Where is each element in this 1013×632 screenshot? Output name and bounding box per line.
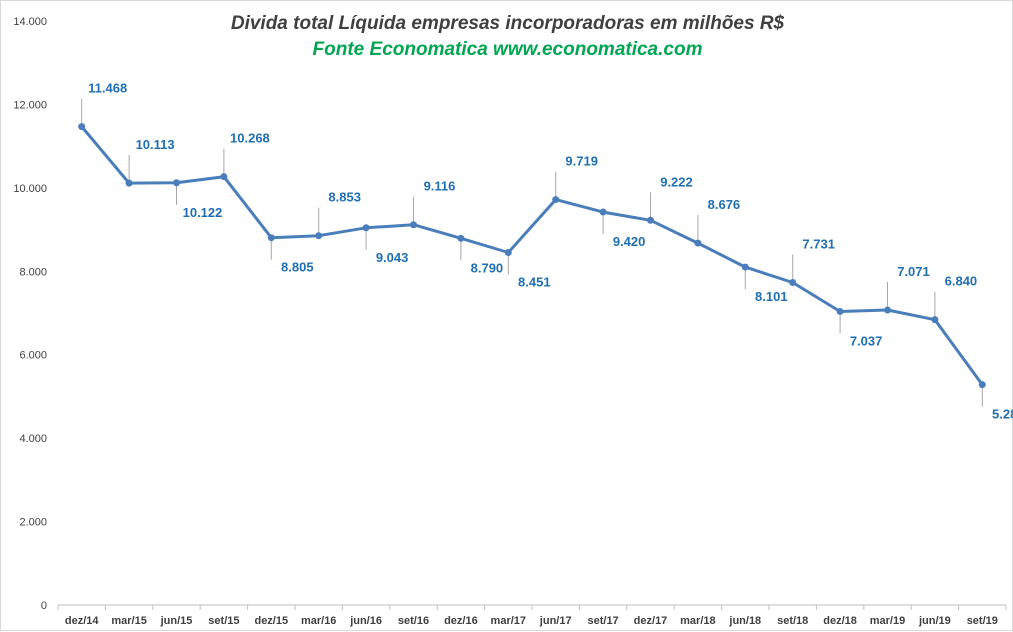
data-point-marker — [741, 263, 749, 271]
data-label: 7.071 — [897, 264, 930, 279]
x-tick-label: jun/18 — [728, 615, 761, 627]
data-point-marker — [836, 307, 844, 315]
x-tick-label: dez/17 — [634, 615, 668, 627]
data-point-marker — [552, 196, 560, 204]
x-tick-label: jun/19 — [918, 615, 951, 627]
series-line — [80, 125, 984, 387]
x-tick-label: set/16 — [398, 615, 429, 627]
data-point-marker — [267, 234, 275, 242]
y-tick-label: 10.000 — [13, 183, 47, 195]
data-label: 9.222 — [660, 174, 693, 189]
data-label: 8.790 — [471, 260, 504, 275]
data-label: 9.043 — [376, 250, 409, 265]
data-point-marker — [647, 216, 654, 224]
y-tick-label: 14.000 — [13, 16, 47, 28]
data-label: 6.840 — [945, 274, 978, 289]
data-label: 10.122 — [183, 205, 223, 220]
chart-subtitle: Fonte Economatica www.economatica.com — [312, 39, 703, 60]
data-label: 8.853 — [328, 190, 361, 205]
y-tick-label: 2.000 — [19, 517, 47, 529]
x-tick-label: dez/14 — [65, 615, 100, 627]
data-point-marker — [599, 208, 607, 216]
x-tick-label: mar/16 — [301, 615, 336, 627]
data-point-marker — [173, 179, 180, 187]
data-point-marker — [362, 224, 370, 232]
x-tick-label: jun/15 — [160, 615, 193, 627]
data-label: 10.113 — [136, 137, 175, 152]
data-label: 9.116 — [424, 179, 456, 194]
data-label: 11.468 — [88, 81, 127, 96]
x-tick-label: mar/18 — [680, 615, 715, 627]
data-point-marker — [410, 221, 417, 229]
data-label: 9.420 — [613, 234, 646, 249]
data-point-marker — [931, 316, 939, 324]
data-label: 7.037 — [850, 333, 883, 348]
data-point-marker — [978, 381, 986, 389]
data-label: 7.731 — [802, 237, 835, 252]
x-tick-label: set/18 — [777, 615, 808, 627]
x-tick-label: set/15 — [208, 615, 239, 627]
data-label: 10.268 — [230, 131, 270, 146]
data-point-marker — [884, 306, 891, 314]
x-tick-label: mar/15 — [111, 615, 146, 627]
x-tick-label: dez/16 — [444, 615, 478, 627]
data-label: 8.805 — [281, 260, 314, 275]
data-point-marker — [125, 179, 133, 187]
data-point-marker — [220, 173, 228, 181]
x-tick-label: set/17 — [587, 615, 618, 627]
data-point-marker — [504, 248, 512, 256]
data-point-marker — [78, 123, 86, 131]
y-tick-label: 0 — [41, 600, 47, 612]
chart-title: Divida total Líquida empresas incorporad… — [230, 13, 785, 34]
data-label: 9.719 — [565, 154, 598, 169]
x-tick-label: jun/16 — [349, 615, 382, 627]
data-point-marker — [315, 232, 323, 240]
x-tick-label: mar/17 — [491, 615, 526, 627]
x-tick-label: jun/17 — [539, 615, 572, 627]
x-tick-label: set/19 — [967, 615, 998, 627]
data-label: 5.282 — [992, 407, 1013, 422]
x-tick-label: dez/18 — [823, 615, 857, 627]
x-tick-label: dez/15 — [254, 615, 288, 627]
data-point-marker — [457, 234, 465, 242]
y-tick-label: 12.000 — [13, 99, 47, 111]
x-tick-label: mar/19 — [870, 615, 905, 627]
data-point-marker — [789, 279, 797, 287]
data-point-marker — [694, 239, 702, 247]
y-tick-label: 6.000 — [19, 350, 47, 362]
data-label: 8.451 — [518, 274, 551, 289]
data-label: 8.101 — [755, 289, 788, 304]
y-tick-label: 8.000 — [19, 266, 47, 278]
data-label: 8.676 — [708, 197, 741, 212]
y-tick-label: 4.000 — [19, 433, 47, 445]
